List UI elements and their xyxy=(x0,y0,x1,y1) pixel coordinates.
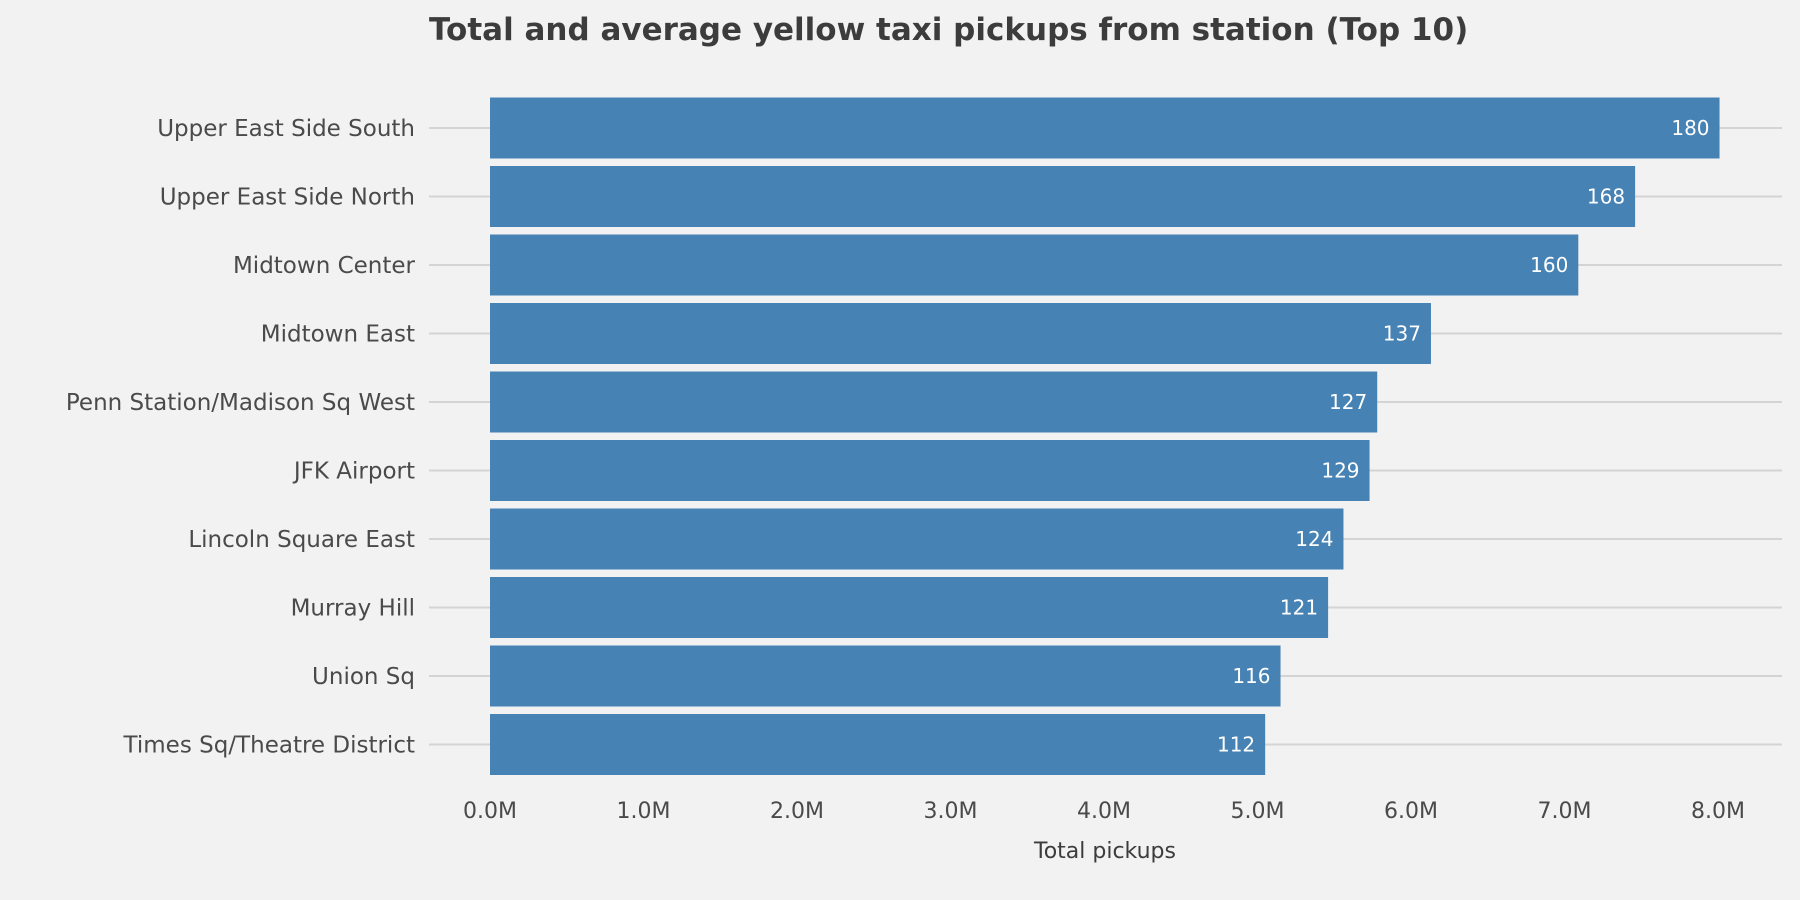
bar xyxy=(490,234,1579,296)
bar-value-label: 116 xyxy=(1232,664,1270,688)
category-label: Penn Station/Madison Sq West xyxy=(66,390,415,416)
bar-value-label: 121 xyxy=(1280,596,1318,620)
bar xyxy=(490,714,1266,775)
chart-title: Total and average yellow taxi pickups fr… xyxy=(429,12,1469,48)
bar xyxy=(490,303,1431,364)
category-labels: Upper East Side South Upper East Side Nor… xyxy=(66,116,416,759)
x-tick-label: 5.0M xyxy=(1231,799,1285,824)
x-tick-label: 3.0M xyxy=(924,799,978,824)
x-tick-label: 8.0M xyxy=(1691,799,1745,824)
x-tick-label: 6.0M xyxy=(1384,799,1438,824)
x-tick-label: 1.0M xyxy=(617,799,671,824)
category-label: Midtown Center xyxy=(233,253,416,279)
category-label: Murray Hill xyxy=(291,596,415,622)
x-axis-ticks: 0.0M 1.0M 2.0M 3.0M 4.0M 5.0M 6.0M 7.0M 8.0M xyxy=(463,799,1745,824)
category-label: Times Sq/Theatre District xyxy=(123,733,415,759)
bar xyxy=(490,166,1636,227)
bar-value-label: 168 xyxy=(1587,185,1625,209)
category-label: JFK Airport xyxy=(292,459,415,485)
x-axis-title: Total pickups xyxy=(1033,839,1176,864)
bar-value-label: 137 xyxy=(1383,322,1421,346)
bar xyxy=(490,645,1281,707)
category-label: Union Sq xyxy=(312,664,415,690)
bar-value-label: 160 xyxy=(1530,253,1568,277)
x-tick-label: 2.0M xyxy=(770,799,824,824)
bar-value-label: 124 xyxy=(1295,527,1333,551)
x-tick-label: 4.0M xyxy=(1077,799,1131,824)
bar xyxy=(490,508,1344,570)
bar xyxy=(490,577,1329,638)
category-label: Midtown East xyxy=(261,322,415,348)
category-label: Upper East Side North xyxy=(160,185,415,211)
x-tick-label: 7.0M xyxy=(1538,799,1592,824)
category-label: Upper East Side South xyxy=(157,116,415,142)
x-tick-label: 0.0M xyxy=(463,799,517,824)
bar xyxy=(490,371,1378,433)
bar-value-label: 180 xyxy=(1671,116,1709,140)
bar-value-label: 127 xyxy=(1329,390,1367,414)
bar-value-label: 112 xyxy=(1217,733,1255,757)
bar xyxy=(490,440,1370,501)
bar xyxy=(490,97,1720,159)
category-label: Lincoln Square East xyxy=(188,527,415,553)
bars: 180 168 160 137 127 129 124 121 116 112 xyxy=(490,97,1720,775)
bar-value-label: 129 xyxy=(1321,459,1359,483)
